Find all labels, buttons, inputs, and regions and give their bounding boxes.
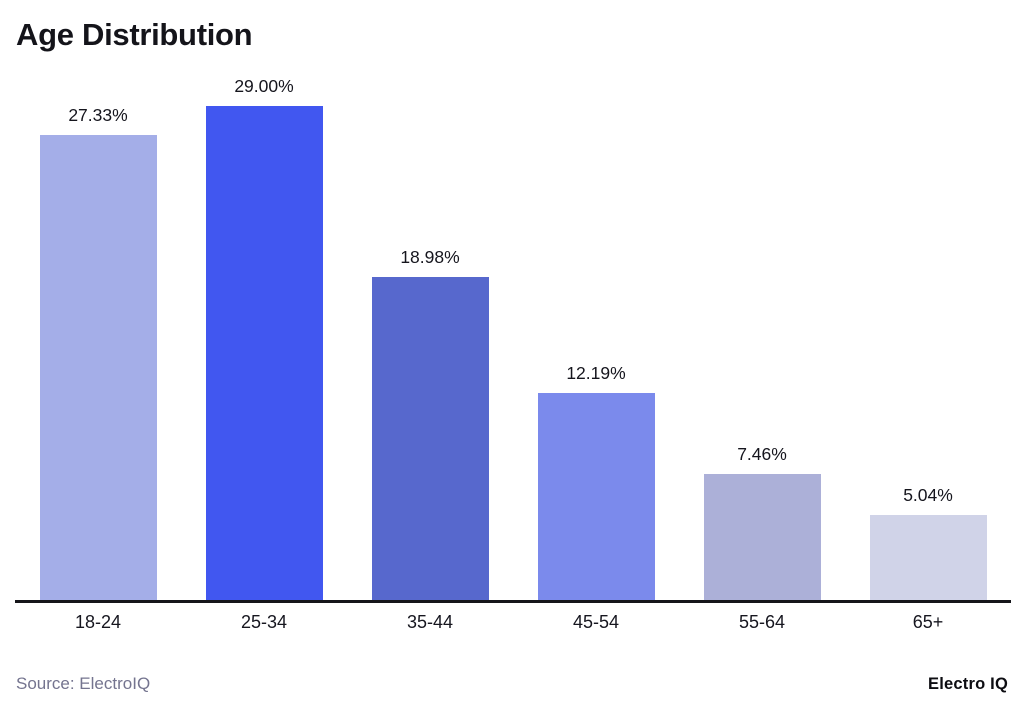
bar-group: 7.46% (679, 444, 845, 601)
x-axis-tick-label: 65+ (912, 612, 944, 632)
bar-group: 5.04% (845, 485, 1011, 601)
x-axis-line (15, 600, 1011, 603)
x-axis-tick-labels: 18-24 25-34 35-44 45-54 55-64 65+ (15, 612, 1011, 633)
bar (371, 277, 489, 601)
bar (205, 106, 323, 601)
x-axis-tick-label: 45-54 (572, 612, 620, 632)
x-axis-tick-label: 25-34 (240, 612, 288, 632)
bar (537, 393, 655, 601)
bar-value-label: 12.19% (566, 363, 626, 383)
source-caption: Source: ElectroIQ (16, 674, 151, 693)
x-axis-tick-label: 35-44 (406, 612, 454, 632)
x-axis-tick-label: 55-64 (738, 612, 786, 632)
bar-value-label: 18.98% (400, 247, 460, 267)
bar (703, 474, 821, 601)
bar-value-label: 29.00% (234, 76, 294, 96)
chart-title: Age Distribution (16, 17, 253, 52)
bar-group: 18.98% (347, 247, 513, 601)
plot-area: 27.33% 29.00% 18.98% 12.19% 7.46% 5.04% (15, 70, 1011, 601)
x-axis-tick-label: 18-24 (74, 612, 122, 632)
bar-group: 29.00% (181, 76, 347, 601)
bar (39, 135, 157, 601)
bar-value-label: 5.04% (903, 485, 953, 505)
bar-value-label: 7.46% (737, 444, 787, 464)
bar-group: 12.19% (513, 363, 679, 601)
brand-logo: Electro IQ (928, 674, 1008, 693)
bar-group: 27.33% (15, 105, 181, 601)
chart-footer: Source: ElectroIQ Electro IQ (16, 674, 1008, 694)
bar (869, 515, 987, 601)
bar-value-label: 27.33% (68, 105, 128, 125)
